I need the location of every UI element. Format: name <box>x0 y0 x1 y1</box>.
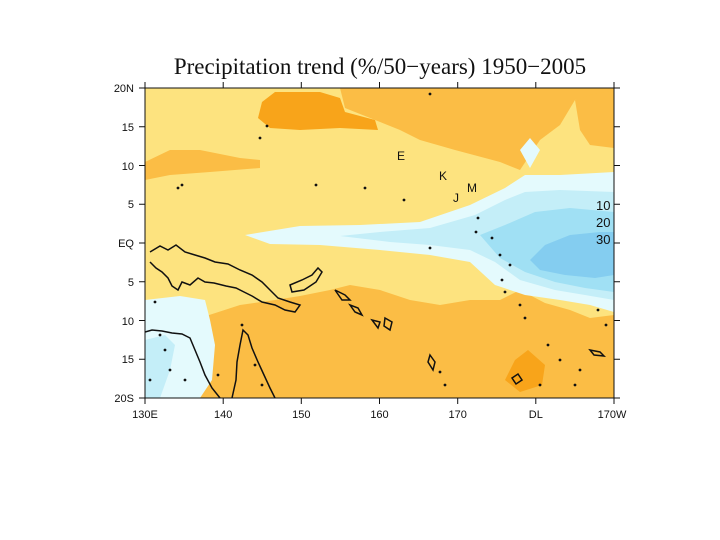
x-tick-marks <box>144 82 615 404</box>
island-dot <box>490 236 494 240</box>
y-tick-label: 5 <box>128 277 134 289</box>
solomon-islands-coast <box>334 289 393 332</box>
australia-coast <box>145 328 276 398</box>
island-dot <box>573 383 577 387</box>
x-tick-label: 140 <box>214 409 232 421</box>
x-tick-label: 160 <box>370 409 388 421</box>
island-dot <box>265 124 269 128</box>
island-dot <box>216 373 220 377</box>
island-dots <box>148 92 608 387</box>
samoa-coast <box>588 348 607 357</box>
island-dot <box>260 383 264 387</box>
y-tick-label: 10 <box>122 316 134 328</box>
y-tick-label: 5 <box>128 199 134 211</box>
island-dot <box>428 92 432 96</box>
island-dot <box>498 253 502 257</box>
island-dot <box>503 290 507 294</box>
contour-north-dark-orange <box>258 92 378 130</box>
contour-west-orange <box>145 150 260 180</box>
x-tick-label: 170 <box>449 409 467 421</box>
place-label-m: M <box>467 181 477 195</box>
x-tick-label: DL <box>529 409 543 421</box>
y-tick-label: 20S <box>114 393 134 405</box>
island-dot <box>176 186 180 190</box>
island-dot <box>163 348 167 352</box>
island-dot <box>253 363 257 367</box>
fiji-coast <box>510 372 524 386</box>
island-dot <box>258 136 262 140</box>
contour-fills <box>145 88 614 398</box>
map-title: Precipitation trend (%/50−years) 1950−20… <box>173 54 587 79</box>
y-tick-marks <box>139 87 620 399</box>
island-dot <box>508 263 512 267</box>
island-dot <box>476 216 480 220</box>
x-tick-label: 170W <box>598 409 627 421</box>
place-label-j: J <box>453 191 459 205</box>
island-dot <box>148 378 152 382</box>
island-dot <box>546 343 550 347</box>
y-tick-label: EQ <box>118 238 134 250</box>
legend-level: 10 <box>596 198 610 213</box>
vanuatu-coast <box>427 353 436 372</box>
island-dot <box>500 278 504 282</box>
island-dot <box>523 316 527 320</box>
place-label-k: K <box>439 169 447 183</box>
island-dot <box>314 183 318 187</box>
legend-level: 20 <box>596 215 610 230</box>
island-dot <box>538 383 542 387</box>
y-tick-label: 15 <box>122 122 134 134</box>
island-dot <box>428 246 432 250</box>
island-dot <box>438 370 442 374</box>
island-dot <box>240 323 244 327</box>
island-dot <box>604 323 608 327</box>
contour-southwest-light-cyan <box>145 335 175 398</box>
island-dot <box>596 308 600 312</box>
y-tick-label: 20N <box>114 83 134 95</box>
x-tick-label: 130E <box>132 409 158 421</box>
contour-blue <box>530 232 614 278</box>
new-guinea-coast <box>149 244 302 313</box>
island-dot <box>158 333 162 337</box>
contour-north-orange <box>145 88 614 170</box>
island-dot <box>558 358 562 362</box>
island-dot <box>518 303 522 307</box>
island-dot <box>363 186 367 190</box>
legend-level: 30 <box>596 232 610 247</box>
contour-pale-cyan-spot <box>520 138 540 168</box>
island-dot <box>443 383 447 387</box>
contour-east-orange <box>575 90 614 148</box>
island-dot <box>578 368 582 372</box>
coastlines <box>145 244 607 398</box>
island-dot <box>168 368 172 372</box>
y-tick-label: 15 <box>122 354 134 366</box>
island-dot <box>183 378 187 382</box>
place-label-e: E <box>397 149 405 163</box>
island-dot <box>474 230 478 234</box>
y-tick-label: 10 <box>122 161 134 173</box>
island-dot <box>180 183 184 187</box>
island-dot <box>153 300 157 304</box>
x-tick-label: 150 <box>292 409 310 421</box>
island-dot <box>402 198 406 202</box>
bismarck-coast <box>289 266 323 293</box>
